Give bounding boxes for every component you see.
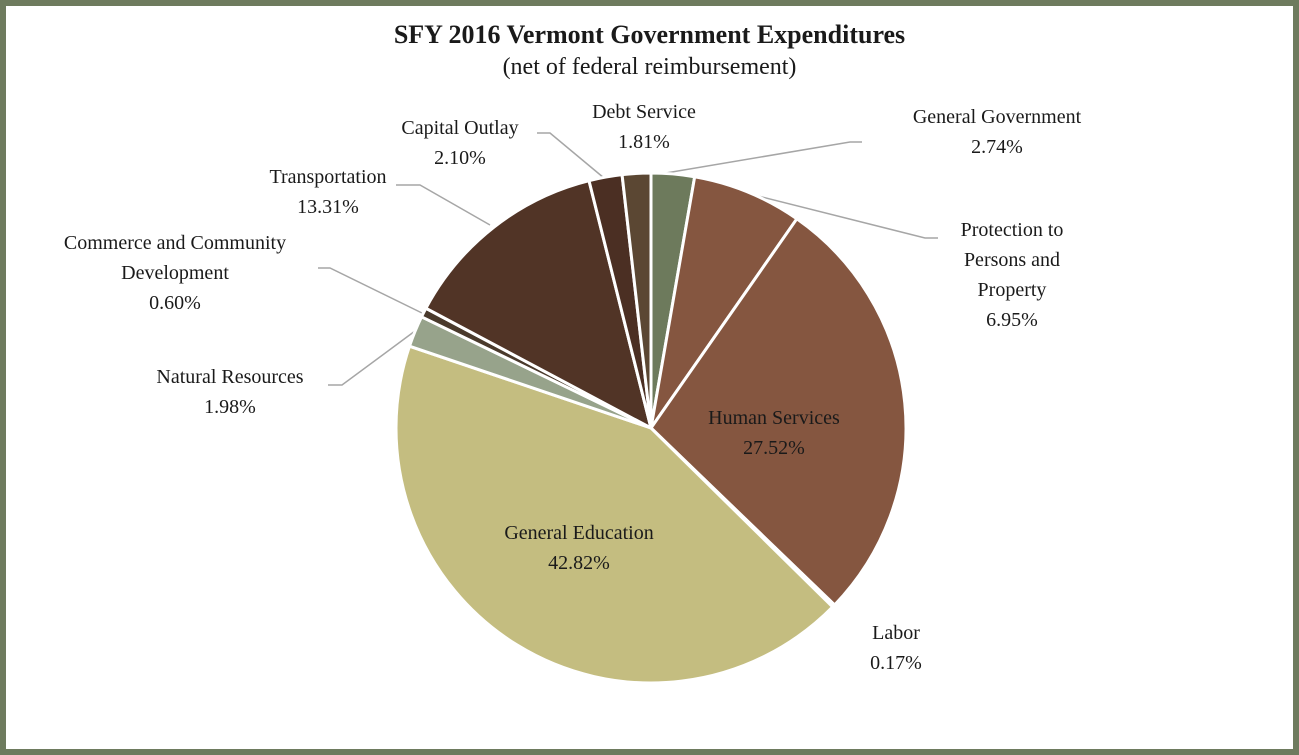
- pie-slice: [620, 171, 653, 430]
- category-label: Protection to Persons and Property: [960, 219, 1064, 301]
- slice-label: Commerce and Community Development 0.60%: [15, 228, 335, 318]
- slice-label: Protection to Persons and Property 6.95%: [932, 215, 1092, 335]
- leader-line: [318, 267, 425, 315]
- slice-label: Natural Resources 1.98%: [110, 362, 350, 422]
- value-label: 2.74%: [971, 136, 1023, 158]
- leader-lines: [318, 132, 938, 386]
- leader-line: [328, 330, 416, 386]
- slice-label: General Government 2.74%: [867, 102, 1127, 162]
- slice-label: Labor 0.17%: [846, 618, 946, 678]
- pie-slice: [649, 217, 908, 607]
- leader-line: [537, 132, 605, 179]
- slice-label: Transportation 13.31%: [228, 162, 428, 222]
- value-label: 1.81%: [618, 131, 670, 153]
- slice-label: Capital Outlay 2.10%: [370, 113, 550, 173]
- category-label: Capital Outlay: [401, 117, 519, 139]
- value-label: 42.82%: [548, 552, 610, 574]
- category-label: Debt Service: [592, 101, 696, 123]
- pie-slice: [649, 175, 799, 430]
- value-label: 27.52%: [743, 437, 805, 459]
- value-label: 13.31%: [297, 196, 359, 218]
- slice-label: General Education 42.82%: [459, 518, 699, 578]
- category-label: Natural Resources: [156, 366, 304, 388]
- leader-line: [396, 184, 491, 226]
- leader-line: [659, 141, 862, 175]
- slice-label: Debt Service 1.81%: [554, 97, 734, 157]
- pie-slice: [424, 179, 653, 430]
- category-label: General Government: [912, 106, 1082, 128]
- value-label: 6.95%: [986, 309, 1038, 331]
- category-label: Transportation: [269, 166, 387, 188]
- category-label: Labor: [872, 622, 920, 644]
- chart-subtitle: (net of federal reimbursement): [502, 54, 797, 80]
- value-label: 2.10%: [434, 147, 486, 169]
- value-label: 1.98%: [204, 396, 256, 418]
- leader-line: [745, 192, 938, 239]
- value-label: 0.60%: [149, 292, 201, 314]
- slice-label: Human Services 27.52%: [674, 403, 874, 463]
- chart-title: SFY 2016 Vermont Government Expenditures: [393, 20, 906, 49]
- value-label: 0.17%: [870, 652, 922, 674]
- category-label: General Education: [504, 522, 654, 544]
- pie-slice: [394, 344, 835, 685]
- category-label: Human Services: [708, 407, 840, 429]
- category-label: Commerce and Community Development: [63, 232, 287, 284]
